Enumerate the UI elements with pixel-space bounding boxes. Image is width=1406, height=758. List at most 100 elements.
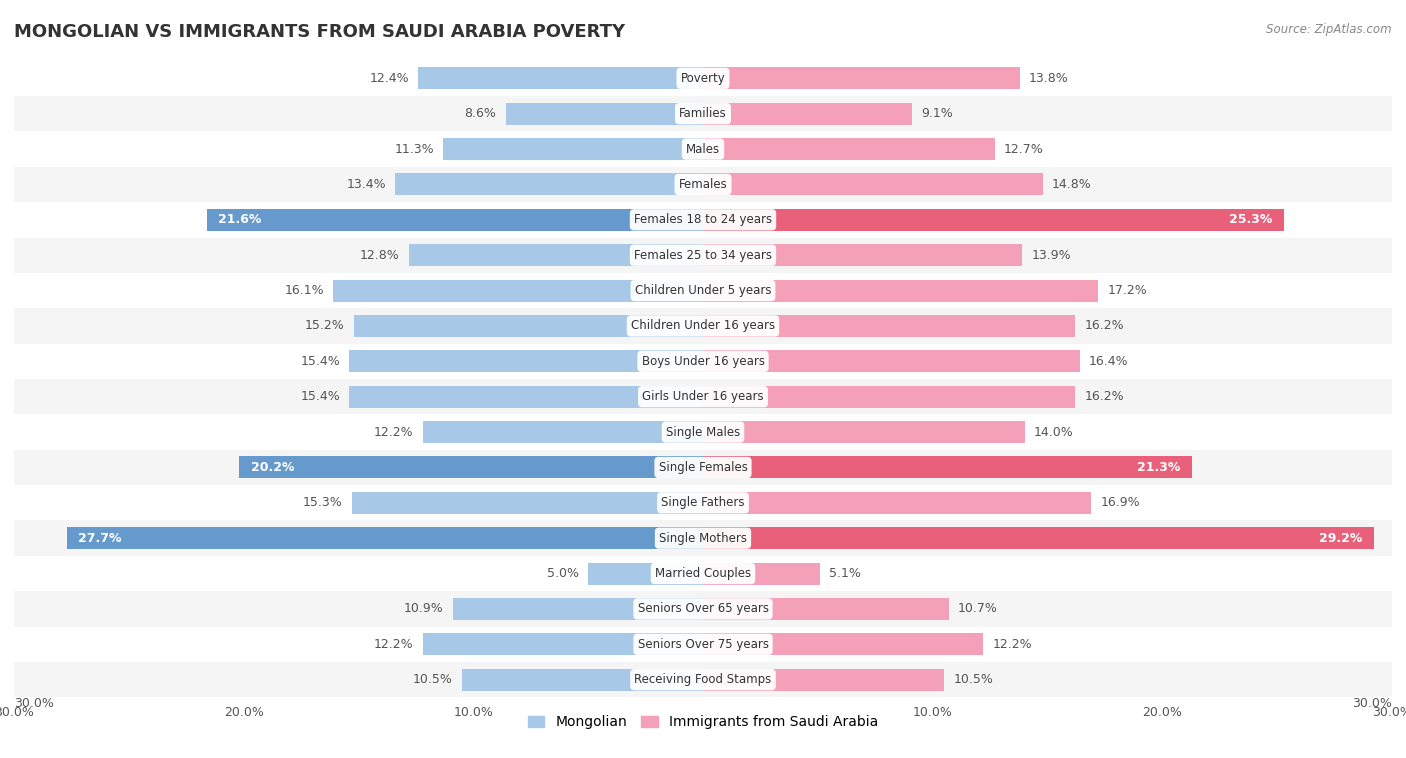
Bar — [14, 61, 1392, 96]
Bar — [506, 103, 703, 124]
Text: 16.2%: 16.2% — [1084, 390, 1123, 403]
Text: Children Under 5 years: Children Under 5 years — [634, 284, 772, 297]
Text: Receiving Food Stamps: Receiving Food Stamps — [634, 673, 772, 686]
Bar — [409, 244, 703, 266]
Text: 14.8%: 14.8% — [1052, 178, 1092, 191]
Text: Males: Males — [686, 143, 720, 155]
Bar — [703, 528, 1374, 549]
Bar — [354, 315, 703, 337]
Bar — [703, 174, 1043, 196]
Legend: Mongolian, Immigrants from Saudi Arabia: Mongolian, Immigrants from Saudi Arabia — [522, 710, 884, 735]
Text: 17.2%: 17.2% — [1107, 284, 1147, 297]
Text: 12.2%: 12.2% — [374, 425, 413, 439]
Text: 10.9%: 10.9% — [404, 603, 443, 615]
Text: 21.3%: 21.3% — [1137, 461, 1181, 474]
Text: 30.0%: 30.0% — [1353, 697, 1392, 710]
Bar — [423, 421, 703, 443]
Bar — [461, 669, 703, 691]
Text: 12.4%: 12.4% — [370, 72, 409, 85]
Bar — [395, 174, 703, 196]
Text: 13.9%: 13.9% — [1032, 249, 1071, 262]
Bar — [703, 669, 945, 691]
Bar — [703, 350, 1080, 372]
Text: 15.2%: 15.2% — [305, 319, 344, 333]
Bar — [703, 315, 1076, 337]
Text: Married Couples: Married Couples — [655, 567, 751, 580]
Text: Females 25 to 34 years: Females 25 to 34 years — [634, 249, 772, 262]
Text: 5.1%: 5.1% — [830, 567, 862, 580]
Text: 27.7%: 27.7% — [79, 531, 122, 545]
Bar — [703, 598, 949, 620]
Text: 12.2%: 12.2% — [993, 637, 1032, 651]
Text: 10.7%: 10.7% — [957, 603, 998, 615]
Bar — [14, 627, 1392, 662]
Bar — [703, 209, 1284, 230]
Bar — [14, 591, 1392, 627]
Bar — [349, 386, 703, 408]
Text: 30.0%: 30.0% — [14, 697, 53, 710]
Bar — [14, 96, 1392, 131]
Bar — [14, 309, 1392, 343]
Text: 12.8%: 12.8% — [360, 249, 399, 262]
Bar — [423, 634, 703, 655]
Bar — [352, 492, 703, 514]
Bar — [14, 343, 1392, 379]
Text: 15.4%: 15.4% — [301, 390, 340, 403]
Bar — [453, 598, 703, 620]
Text: 16.1%: 16.1% — [284, 284, 323, 297]
Bar — [703, 138, 994, 160]
Text: Females 18 to 24 years: Females 18 to 24 years — [634, 213, 772, 227]
Bar — [703, 244, 1022, 266]
Bar — [14, 556, 1392, 591]
Text: Children Under 16 years: Children Under 16 years — [631, 319, 775, 333]
Bar — [703, 280, 1098, 302]
Bar — [67, 528, 703, 549]
Text: 5.0%: 5.0% — [547, 567, 579, 580]
Text: Seniors Over 75 years: Seniors Over 75 years — [637, 637, 769, 651]
Text: 11.3%: 11.3% — [395, 143, 434, 155]
Text: 13.8%: 13.8% — [1029, 72, 1069, 85]
Bar — [703, 456, 1192, 478]
Text: Source: ZipAtlas.com: Source: ZipAtlas.com — [1267, 23, 1392, 36]
Bar — [418, 67, 703, 89]
Bar — [703, 634, 983, 655]
Text: MONGOLIAN VS IMMIGRANTS FROM SAUDI ARABIA POVERTY: MONGOLIAN VS IMMIGRANTS FROM SAUDI ARABI… — [14, 23, 626, 41]
Text: 12.7%: 12.7% — [1004, 143, 1043, 155]
Bar — [703, 67, 1019, 89]
Bar — [14, 415, 1392, 449]
Text: 16.4%: 16.4% — [1088, 355, 1129, 368]
Bar — [14, 167, 1392, 202]
Text: 8.6%: 8.6% — [464, 107, 496, 121]
Text: 10.5%: 10.5% — [953, 673, 993, 686]
Text: Single Males: Single Males — [666, 425, 740, 439]
Text: 20.2%: 20.2% — [250, 461, 294, 474]
Bar — [14, 521, 1392, 556]
Bar — [588, 562, 703, 584]
Bar — [14, 202, 1392, 237]
Text: 14.0%: 14.0% — [1033, 425, 1073, 439]
Bar — [703, 386, 1076, 408]
Bar — [703, 103, 912, 124]
Text: 21.6%: 21.6% — [218, 213, 262, 227]
Bar — [14, 662, 1392, 697]
Text: 9.1%: 9.1% — [921, 107, 953, 121]
Text: 29.2%: 29.2% — [1319, 531, 1362, 545]
Bar — [703, 492, 1091, 514]
Bar — [703, 562, 820, 584]
Bar — [207, 209, 703, 230]
Text: 13.4%: 13.4% — [346, 178, 387, 191]
Bar — [14, 273, 1392, 309]
Bar — [333, 280, 703, 302]
Text: Boys Under 16 years: Boys Under 16 years — [641, 355, 765, 368]
Bar — [14, 237, 1392, 273]
Text: Families: Families — [679, 107, 727, 121]
Text: 10.5%: 10.5% — [413, 673, 453, 686]
Text: 16.9%: 16.9% — [1101, 496, 1140, 509]
Text: Single Females: Single Females — [658, 461, 748, 474]
Text: Single Mothers: Single Mothers — [659, 531, 747, 545]
Bar — [14, 131, 1392, 167]
Text: Seniors Over 65 years: Seniors Over 65 years — [637, 603, 769, 615]
Bar — [349, 350, 703, 372]
Text: Females: Females — [679, 178, 727, 191]
Text: 16.2%: 16.2% — [1084, 319, 1123, 333]
